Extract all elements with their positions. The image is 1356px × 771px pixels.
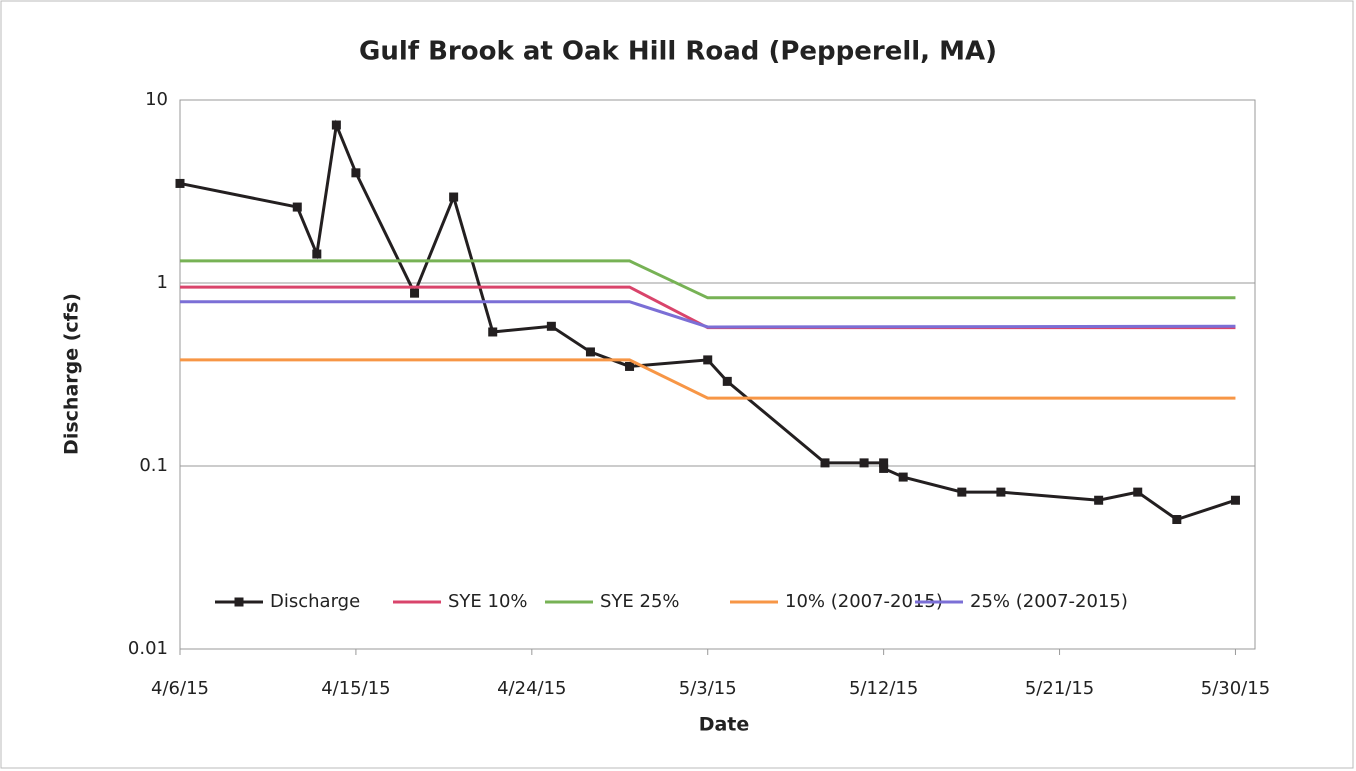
data-point: [957, 487, 967, 497]
legend-marker: [234, 597, 244, 607]
y-tick-label: 0.01: [128, 638, 168, 659]
data-point: [585, 347, 595, 357]
series-line: [180, 358, 1236, 400]
y-tick-label: 0.1: [139, 455, 168, 476]
x-tick-label: 4/6/15: [151, 678, 209, 699]
data-point: [292, 202, 302, 212]
data-point: [1133, 487, 1143, 497]
x-axis-title: Date: [699, 714, 750, 736]
chart-title: Gulf Brook at Oak Hill Road (Pepperell, …: [359, 37, 997, 67]
y-tick-label: 10: [145, 89, 168, 110]
x-tick-label: 5/12/15: [849, 678, 918, 699]
data-point: [722, 376, 732, 386]
data-point: [175, 178, 185, 188]
legend-label: 10% (2007-2015): [785, 591, 943, 612]
data-point: [898, 472, 908, 482]
data-point: [546, 321, 556, 331]
series-line: [179, 119, 1236, 522]
legend-label: 25% (2007-2015): [970, 591, 1128, 612]
series-line: [180, 259, 1236, 300]
y-tick-label: 1: [157, 272, 168, 293]
data-point: [1172, 515, 1182, 525]
legend-label: SYE 10%: [448, 591, 528, 612]
data-point: [996, 487, 1006, 497]
data-point: [312, 249, 322, 259]
data-point: [859, 458, 869, 468]
data-point: [820, 458, 830, 468]
data-point: [879, 458, 889, 468]
data-point: [1094, 495, 1104, 505]
series-line: [180, 300, 1236, 329]
data-point: [351, 168, 361, 178]
data-point: [703, 355, 713, 365]
data-point: [331, 120, 341, 130]
legend-label: SYE 25%: [600, 591, 680, 612]
x-tick-label: 5/21/15: [1025, 678, 1094, 699]
data-point: [625, 361, 635, 371]
x-tick-label: 4/15/15: [321, 678, 390, 699]
data-point: [449, 192, 459, 202]
data-point: [879, 463, 889, 473]
y-axis-title: Discharge (cfs): [61, 293, 83, 455]
data-point: [1230, 495, 1240, 505]
data-point: [488, 327, 498, 337]
legend-label: Discharge: [270, 591, 360, 612]
data-point: [410, 288, 420, 298]
x-tick-label: 4/24/15: [497, 678, 566, 699]
x-tick-label: 5/30/15: [1201, 678, 1270, 699]
x-tick-label: 5/3/15: [679, 678, 737, 699]
